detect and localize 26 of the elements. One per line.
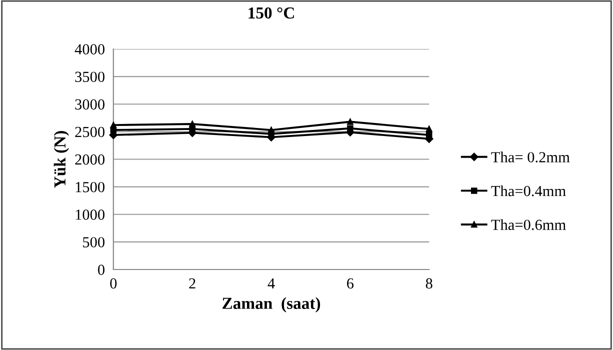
x-axis-title: Zaman (saat) <box>222 297 320 312</box>
y-tick-label: 1000 <box>76 210 104 220</box>
point <box>426 132 432 138</box>
point <box>426 126 432 132</box>
point <box>189 120 196 128</box>
point <box>268 126 274 134</box>
y-tick-label: 500 <box>83 237 104 248</box>
y-tick-label: 2000 <box>75 154 104 165</box>
y-tick-label: 0 <box>98 264 104 275</box>
legend-label: Tha=0.6mm <box>491 219 566 230</box>
y-tick-label: 4000 <box>74 44 104 54</box>
x-tick-label: 6 <box>347 278 354 289</box>
point <box>347 125 354 132</box>
y-tick-label: 3500 <box>75 72 104 82</box>
x-tick-label: 0 <box>110 278 117 289</box>
y-tick-label: 3000 <box>75 99 104 110</box>
legend-label: Tha=0.4mm <box>491 185 566 196</box>
y-axis-title: Yük (N) <box>54 131 69 188</box>
y-tick-label: 2500 <box>75 126 104 138</box>
x-tick-label: 8 <box>426 278 432 289</box>
point <box>110 122 117 128</box>
chart-title: 150 °C <box>248 7 294 19</box>
x-tick-label: 4 <box>268 278 275 288</box>
legend-label: Tha= 0.2mm <box>491 152 570 162</box>
y-tick-label: 1500 <box>76 182 104 192</box>
x-tick-label: 2 <box>189 278 196 288</box>
